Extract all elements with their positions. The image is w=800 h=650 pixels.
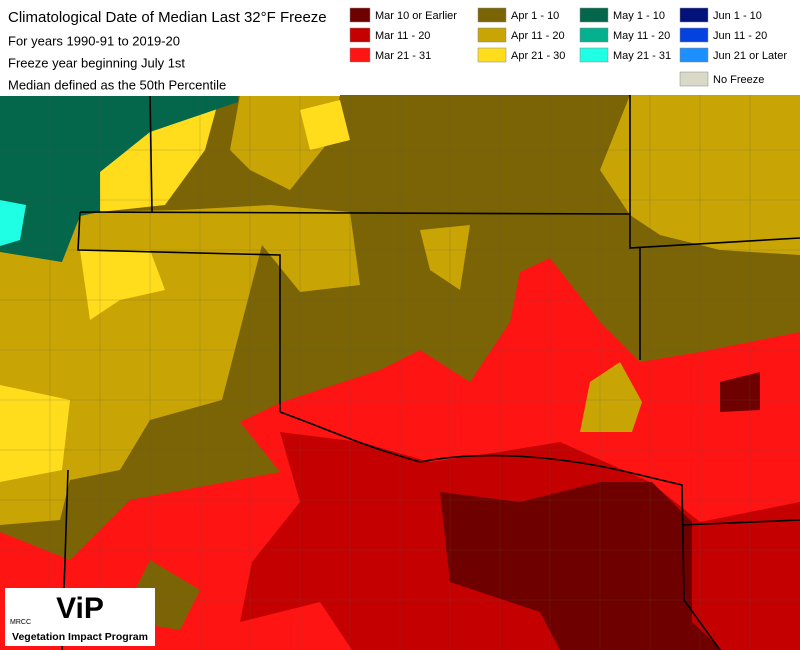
legend-label: Mar 21 - 31 [375,50,431,62]
logo-name: Vegetation Impact Program [12,631,148,643]
zone [440,482,722,650]
legend-box [340,0,800,94]
legend-swatch [679,27,709,43]
legend-label: Mar 11 - 20 [375,30,430,42]
zone [0,200,26,246]
legend-label: Mar 10 or Earlier [375,10,457,22]
legend-swatch [349,47,371,63]
county-lines [0,95,800,650]
legend-swatch [579,27,609,43]
legend-swatch [679,47,709,63]
legend-label: May 21 - 31 [613,50,671,62]
logo: MRCC ViP Vegetation Impact Program [5,588,155,646]
legend-label: No Freeze [713,74,764,86]
legend-label: Apr 21 - 30 [511,50,565,62]
legend-swatch [579,47,609,63]
legend-label: Jun 11 - 20 [713,30,767,42]
title: Climatological Date of Median Last 32°F … [8,9,327,26]
zone [0,95,238,262]
legend-label: Jun 1 - 10 [713,10,762,22]
legend-swatch [477,47,507,63]
subtitle: Median defined as the 50th Percentile [8,77,226,92]
legend-swatch [477,27,507,43]
legend-swatch [679,7,709,23]
legend-label: May 1 - 10 [613,10,665,22]
logo-mark: ViP [56,592,104,625]
legend-label: May 11 - 20 [613,30,670,42]
freeze-map [0,94,800,650]
zone [0,385,70,482]
legend: Mar 10 or Earlier Mar 11 - 20 Mar 21 - 31 A… [349,7,787,87]
legend-swatch [679,71,709,87]
logo-box [5,588,155,646]
logo-org: MRCC [10,619,31,626]
legend-label: Apr 11 - 20 [511,30,565,42]
legend-label: Jun 21 or Later [713,50,787,62]
legend-swatch [349,7,371,23]
legend-label: Apr 1 - 10 [511,10,559,22]
zone [300,100,350,150]
subtitle: Freeze year beginning July 1st [8,55,185,70]
zone [420,225,470,290]
title-box [0,0,340,96]
subtitle: For years 1990-91 to 2019-20 [8,33,180,48]
zone [80,250,165,320]
state-borders [61,94,800,650]
zone [580,362,642,432]
legend-swatch [349,27,371,43]
legend-swatch [579,7,609,23]
legend-swatch [477,7,507,23]
